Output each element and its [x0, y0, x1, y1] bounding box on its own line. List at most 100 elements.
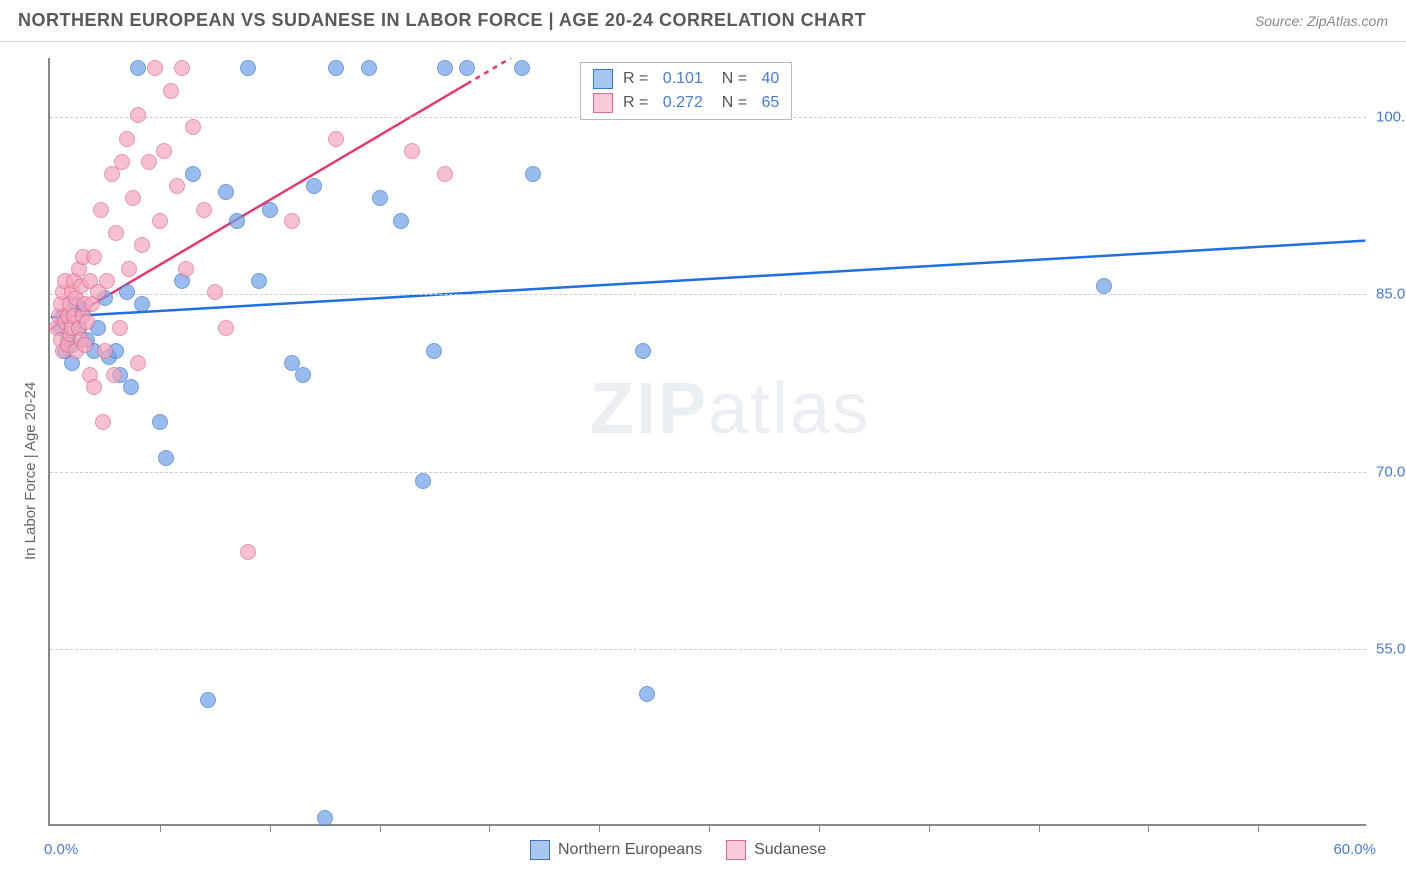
stats-r-value: 0.101	[663, 70, 703, 88]
y-tick-label: 85.0%	[1376, 286, 1406, 303]
x-tick	[819, 824, 820, 832]
scatter-point	[156, 143, 172, 159]
x-tick	[160, 824, 161, 832]
scatter-point	[404, 143, 420, 159]
scatter-point	[125, 190, 141, 206]
scatter-point	[163, 83, 179, 99]
scatter-point	[306, 178, 322, 194]
legend-label: Sudanese	[754, 841, 826, 859]
stats-r-label: R =	[623, 70, 653, 88]
stats-n-value: 40	[762, 70, 780, 88]
gridline	[50, 294, 1366, 295]
scatter-point	[284, 213, 300, 229]
watermark: ZIPatlas	[590, 368, 870, 450]
scatter-point	[393, 213, 409, 229]
scatter-point	[200, 692, 216, 708]
legend-label: Northern Europeans	[558, 841, 702, 859]
legend-item: Sudanese	[726, 840, 826, 860]
scatter-point	[317, 810, 333, 826]
stats-r-label: R =	[623, 94, 653, 112]
scatter-point	[77, 337, 93, 353]
legend-swatch	[726, 840, 746, 860]
scatter-point	[134, 296, 150, 312]
scatter-point	[119, 284, 135, 300]
scatter-point	[158, 450, 174, 466]
source-label: Source: ZipAtlas.com	[1255, 13, 1388, 29]
scatter-point	[174, 60, 190, 76]
x-tick	[1258, 824, 1259, 832]
scatter-point	[251, 273, 267, 289]
bottom-legend: Northern Europeans Sudanese	[530, 840, 826, 860]
y-tick-label: 70.0%	[1376, 463, 1406, 480]
plot-area: ZIPatlas 55.0%70.0%85.0%100.0%0.0%60.0%R…	[48, 58, 1366, 826]
x-tick	[929, 824, 930, 832]
scatter-point	[635, 343, 651, 359]
scatter-point	[459, 60, 475, 76]
scatter-point	[86, 379, 102, 395]
scatter-point	[97, 343, 113, 359]
scatter-point	[108, 225, 124, 241]
scatter-point	[328, 60, 344, 76]
scatter-point	[79, 314, 95, 330]
scatter-point	[218, 184, 234, 200]
x-tick	[380, 824, 381, 832]
scatter-point	[639, 686, 655, 702]
x-tick	[270, 824, 271, 832]
trend-lines	[50, 58, 1366, 824]
scatter-point	[218, 320, 234, 336]
scatter-point	[93, 202, 109, 218]
scatter-point	[141, 154, 157, 170]
scatter-point	[207, 284, 223, 300]
stats-r-value: 0.272	[663, 94, 703, 112]
scatter-point	[178, 261, 194, 277]
y-tick-label: 100.0%	[1376, 109, 1406, 126]
scatter-point	[185, 166, 201, 182]
y-tick-label: 55.0%	[1376, 640, 1406, 657]
scatter-point	[361, 60, 377, 76]
scatter-point	[415, 473, 431, 489]
scatter-point	[185, 119, 201, 135]
gridline	[50, 649, 1366, 650]
scatter-point	[240, 544, 256, 560]
scatter-point	[525, 166, 541, 182]
scatter-point	[147, 60, 163, 76]
watermark-bold: ZIP	[590, 369, 708, 449]
x-tick	[1039, 824, 1040, 832]
scatter-point	[426, 343, 442, 359]
scatter-point	[114, 154, 130, 170]
scatter-point	[295, 367, 311, 383]
scatter-point	[229, 213, 245, 229]
chart-title: NORTHERN EUROPEAN VS SUDANESE IN LABOR F…	[18, 10, 866, 31]
gridline	[50, 472, 1366, 473]
watermark-light: atlas	[708, 369, 870, 449]
stats-n-value: 65	[762, 94, 780, 112]
scatter-point	[372, 190, 388, 206]
y-axis-label: In Labor Force | Age 20-24	[22, 382, 39, 560]
stats-n-label: N =	[713, 94, 752, 112]
scatter-point	[112, 320, 128, 336]
scatter-point	[130, 355, 146, 371]
scatter-point	[169, 178, 185, 194]
scatter-point	[240, 60, 256, 76]
stats-box: R = 0.101 N = 40R = 0.272 N = 65	[580, 62, 792, 120]
scatter-point	[328, 131, 344, 147]
x-tick	[709, 824, 710, 832]
scatter-point	[99, 273, 115, 289]
scatter-point	[196, 202, 212, 218]
x-tick	[599, 824, 600, 832]
scatter-point	[86, 249, 102, 265]
x-label-left: 0.0%	[44, 841, 78, 858]
x-tick	[489, 824, 490, 832]
x-tick	[1148, 824, 1149, 832]
scatter-point	[130, 60, 146, 76]
scatter-point	[119, 131, 135, 147]
scatter-point	[262, 202, 278, 218]
scatter-point	[134, 237, 150, 253]
scatter-point	[106, 367, 122, 383]
scatter-point	[152, 414, 168, 430]
stats-row: R = 0.101 N = 40	[581, 67, 791, 91]
x-label-right: 60.0%	[1333, 841, 1376, 858]
stats-n-label: N =	[713, 70, 752, 88]
title-bar: NORTHERN EUROPEAN VS SUDANESE IN LABOR F…	[0, 0, 1406, 42]
legend-item: Northern Europeans	[530, 840, 702, 860]
